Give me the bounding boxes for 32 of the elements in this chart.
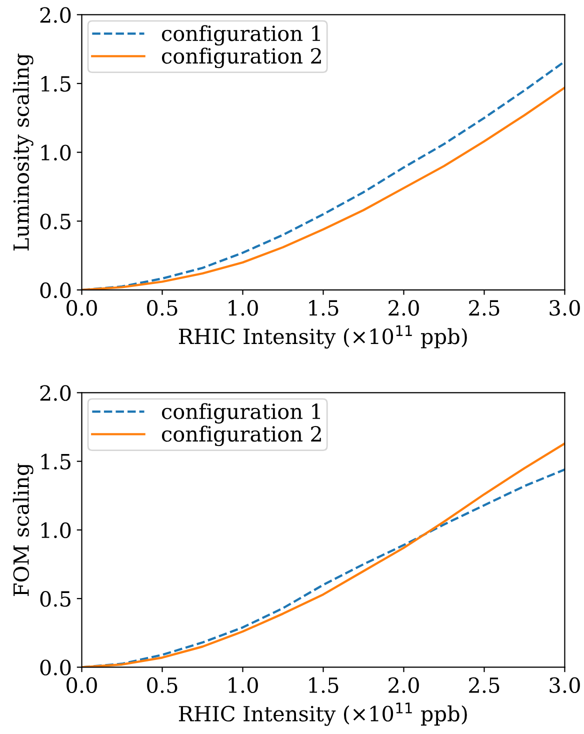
legend-label: configuration 2 [162,48,321,68]
y-tick-label: 0.0 [40,282,71,298]
y-tick-label: 0.5 [40,214,70,230]
x-tick-label: 1.0 [228,677,258,694]
legend-label: configuration 1 [162,403,320,424]
y-axis-title: FOM scaling [12,463,34,596]
x-tick-label: 0.0 [66,300,97,316]
legend-label: configuration 1 [162,25,320,46]
y-tick-label: 1.0 [41,522,71,538]
x-tick-label: 1.0 [228,300,258,316]
y-tick-label: 1.0 [41,144,71,161]
y-tick-label: 2.0 [40,385,71,401]
y-axis-title: Luminosity scaling [12,54,34,250]
x-tick-label: 1.5 [309,300,338,316]
x-tick-label: 2.0 [388,300,419,316]
x-tick-label: 2.5 [469,300,500,316]
y-tick-label: 0.0 [40,660,71,676]
y-tick-label: 1.5 [41,454,70,470]
y-tick-label: 0.5 [40,591,70,607]
x-tick-label: 3.0 [550,677,580,694]
x-axis-title: RHIC Intensity (×10$^{11}$ ppb) [178,325,467,349]
x-tick-label: 2.0 [388,677,419,694]
y-tick-label: 2.0 [40,7,71,23]
x-tick-label: 0.5 [147,300,178,316]
x-tick-label: 1.5 [309,677,338,694]
x-tick-label: 3.0 [550,300,580,316]
x-tick-label: 0.5 [147,677,178,694]
legend-label: configuration 2 [162,426,321,446]
x-tick-label: 0.0 [66,677,97,694]
x-tick-label: 2.5 [469,677,500,694]
x-axis-title: RHIC Intensity (×10$^{11}$ ppb) [178,702,467,726]
y-tick-label: 1.5 [41,76,70,92]
